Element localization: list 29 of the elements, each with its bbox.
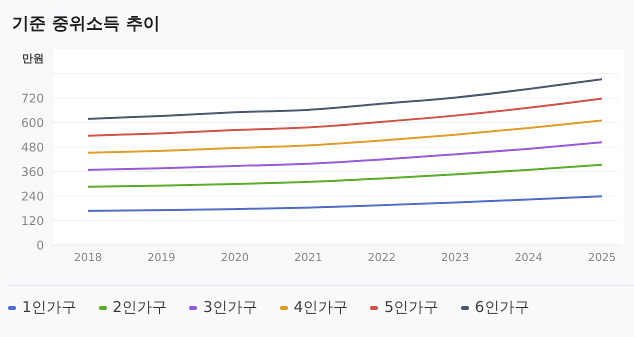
- legend-label: 6인가구: [474, 298, 530, 317]
- legend-label: 3인가구: [203, 298, 258, 317]
- y-tick-label: 360: [21, 164, 44, 179]
- y-tick-label: 0: [36, 238, 44, 252]
- y-tick-label: 480: [21, 140, 44, 154]
- x-tick-label: 2018: [74, 250, 102, 264]
- line-series: [87, 141, 603, 171]
- x-tick-label: 2021: [294, 250, 322, 264]
- legend-label: 1인가구: [22, 298, 77, 317]
- x-tick-label: 2024: [514, 250, 543, 264]
- x-tick-label: 2019: [147, 250, 176, 264]
- line-series: [87, 119, 603, 154]
- x-tick-label: 2023: [441, 250, 470, 264]
- line-series: [87, 78, 603, 120]
- y-tick-label: 240: [21, 189, 44, 204]
- legend-label: 4인가구: [294, 298, 348, 317]
- line-series: [87, 195, 603, 212]
- x-tick-label: 2022: [368, 250, 396, 264]
- line-series: [87, 98, 603, 137]
- y-axis-title: 만원: [22, 51, 44, 66]
- line-series: [87, 164, 603, 188]
- y-tick-label: 600: [21, 116, 44, 130]
- x-tick-label: 2025: [588, 250, 616, 264]
- legend-label: 5인가구: [384, 298, 439, 317]
- x-tick-label: 2020: [220, 250, 249, 264]
- chart-title: 기준 중위소득 추이: [12, 13, 161, 35]
- y-tick-label: 720: [21, 91, 44, 106]
- y-tick-label: 120: [21, 214, 44, 228]
- legend-label: 2인가구: [112, 298, 168, 317]
